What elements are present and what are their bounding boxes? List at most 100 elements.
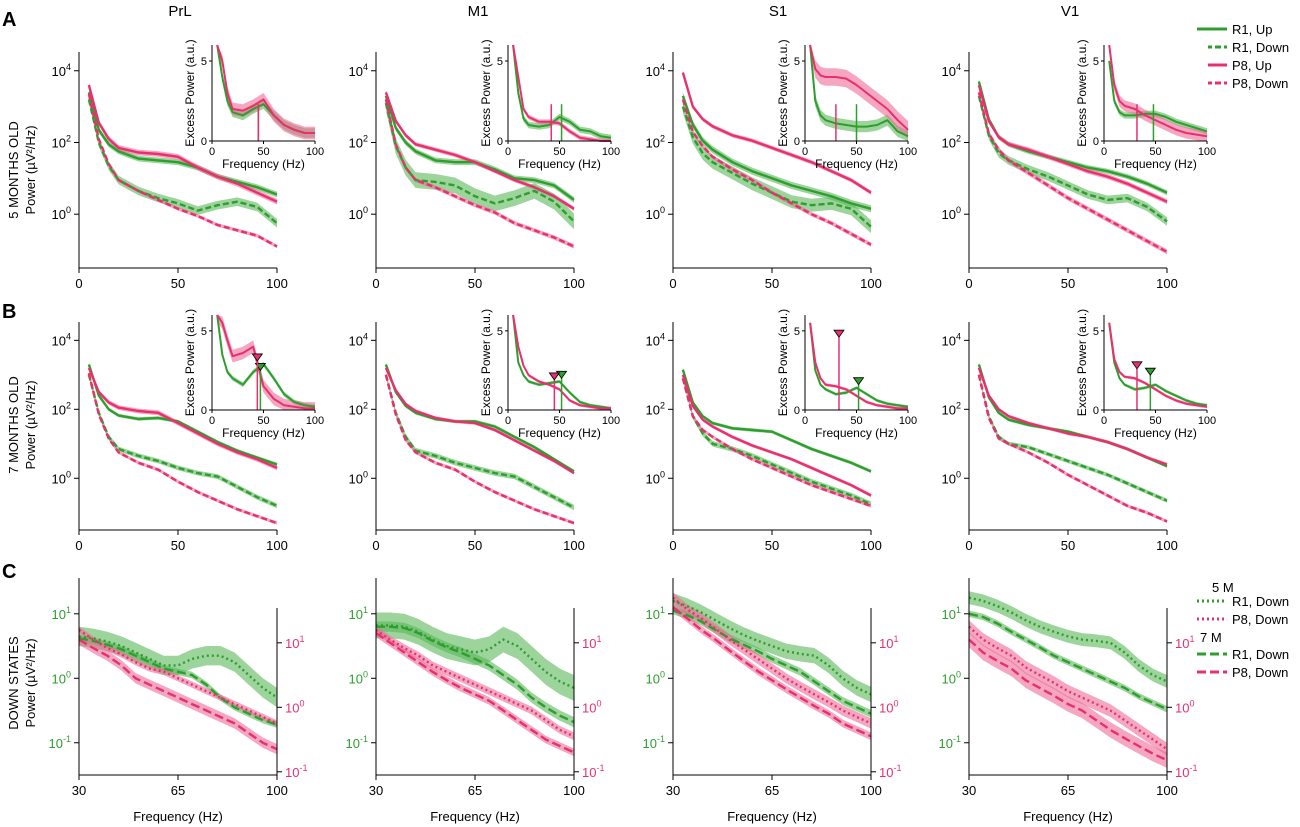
inset-x-tick-label-0: 0 [505,415,511,427]
inset-x-label: Frequency (Hz) [518,426,601,440]
inset-y-tick-label-5: 5 [794,326,800,338]
down-right-tick-label-0: 100 [879,698,898,715]
y-tick-label-2: 102 [52,400,71,417]
band-r1-up [682,92,871,213]
down-left-tick-label-1: 10-1 [346,734,368,751]
inset-y-tick-label-0: 0 [201,136,207,148]
down-band-r1-down-7-m [376,621,574,728]
down-right-tick-label-0: 100 [285,698,304,715]
down-left-tick-label-1: 101 [646,605,665,622]
column-title-prl: PrL [168,3,191,20]
inset-band-r1 [810,45,908,141]
inset-x-tick-label-100: 100 [1198,415,1216,427]
down-band-r1-down-5-m [969,591,1167,688]
down-x-tick-label-65: 65 [468,783,482,798]
down-x-tick-label-30: 30 [962,783,976,798]
peak-triangle-p8 [251,353,264,362]
down-band-p8-down-7-m [79,634,277,755]
legend-ab-label-p8-down: P8, Down [1232,76,1288,91]
down-right-tick-label-1: 10-1 [285,763,307,780]
inset-x-tick-label-100: 100 [1198,146,1216,158]
x-tick-label-0: 0 [75,538,82,553]
down-panel-m1: 30 65 100 101 100 10-1 101 100 10-1 Frequency (Hz… [346,578,604,824]
legend-ab-label-r1-down: R1, Down [1232,40,1289,55]
y-tick-label-2: 102 [646,133,665,150]
down-right-tick-label-1: 10-1 [1175,763,1197,780]
series-line-r1-down [681,106,872,228]
down-line-r1-down-5-m [672,599,872,696]
inset-x-tick-label-100: 100 [306,146,324,158]
y-tick-label-4: 104 [942,62,961,79]
down-x-tick-label-100: 100 [563,783,585,798]
y-tick-label-2: 102 [349,400,368,417]
inset-x-tick-label-0: 0 [209,146,215,158]
inset-b-m1: 0 50 100 0 5 Frequency (Hz) Excess Power (a.u.… [479,309,620,440]
column-title-v1: V1 [1061,3,1079,20]
panel-letter-b: B [2,301,16,323]
series-line-p8-up [87,84,278,203]
inset-x-tick-label-50: 50 [1149,146,1161,158]
series-line-r1-down [87,99,278,225]
x-tick-label-100: 100 [860,276,882,291]
x-tick-label-0: 0 [372,276,379,291]
y-tick-label-0: 100 [942,469,961,486]
down-x-tick-label-65: 65 [1061,783,1075,798]
legend-ab: R1, Up R1, Down P8, Up P8, Down [1197,22,1289,91]
down-line-r1-down-5-m [78,635,278,699]
y-tick-label-0: 100 [646,469,665,486]
band-p8-up [682,70,871,195]
series-line-p8-down [681,377,872,508]
inset-y-tick-label-5: 5 [497,56,503,68]
row-label-b-ylabel: Power (µV²/Hz) [23,380,38,469]
down-right-tick-label-0: 100 [1175,698,1194,715]
down-x-tick-label-100: 100 [266,783,288,798]
inset-x-tick-label-50: 50 [257,415,269,427]
inset-b-prl: 0 50 100 0 5 Frequency (Hz) Excess Power (a.u.… [183,309,324,440]
x-tick-label-50: 50 [468,538,482,553]
down-line-p8-down-7-m [968,638,1168,762]
panel-letter-a: A [2,9,16,31]
down-left-tick-label-0: 100 [52,669,71,686]
down-line-r1-down-7-m [376,625,575,724]
inset-y-label: Excess Power (a.u.) [479,309,493,416]
inset-x-tick-label-0: 0 [1101,415,1107,427]
y-tick-label-0: 100 [52,205,71,222]
down-left-tick-label-0: 100 [349,669,368,686]
inset-line-p8 [809,44,909,131]
inset-x-tick-label-0: 0 [209,415,215,427]
down-band-p8-down-5-m [969,620,1167,756]
inset-x-tick-label-50: 50 [850,146,862,158]
series-line-p8-down [384,374,575,525]
legend-c-label-r1-5m: R1, Down [1232,594,1289,609]
inset-y-label: Excess Power (a.u.) [183,309,197,416]
row-label-c-ylabel: Power (µV²/Hz) [23,638,38,727]
y-tick-label-4: 104 [349,62,368,79]
down-line-p8-down-5-m [968,625,1168,751]
x-tick-label-0: 0 [669,276,676,291]
y-tick-label-0: 100 [349,469,368,486]
series-line-p8-up [87,367,278,470]
inset-x-label: Frequency (Hz) [815,426,898,440]
inset-line-r1 [809,322,909,408]
legend-c-label-r1-7m: R1, Down [1232,647,1289,662]
band-r1-down [88,95,278,228]
legend-ab-label-r1-up: R1, Up [1232,22,1272,37]
down-left-tick-label-1: 101 [52,605,71,622]
inset-y-tick-label-5: 5 [201,326,207,338]
row-label-c: DOWN STATES Power (µV²/Hz) [6,636,38,730]
inset-y-tick-label-0: 0 [1093,136,1099,148]
inset-x-tick-label-50: 50 [257,146,269,158]
down-x-label: Frequency (Hz) [430,809,520,824]
band-r1-down [682,375,871,507]
inset-x-label: Frequency (Hz) [1114,426,1197,440]
series-line-p8-up [977,84,1168,203]
inset-y-label: Excess Power (a.u.) [776,39,790,146]
inset-b-v1: 0 50 100 0 5 Frequency (Hz) Excess Power (a.u.… [1075,309,1216,440]
y-tick-label-4: 104 [942,331,961,348]
legend-c-label-p8-5m: P8, Down [1232,612,1288,627]
y-tick-label-2: 102 [942,400,961,417]
down-x-tick-label-30: 30 [369,783,383,798]
